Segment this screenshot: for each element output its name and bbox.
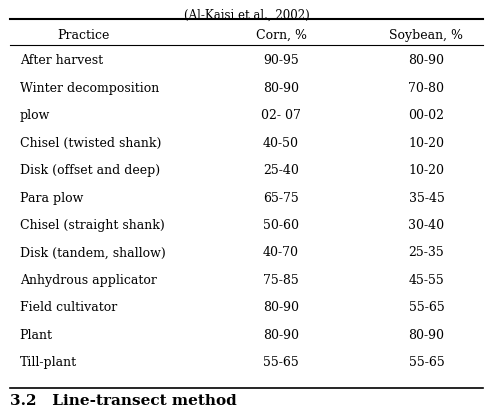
Text: Corn, %: Corn, % xyxy=(255,29,307,42)
Text: plow: plow xyxy=(20,109,50,122)
Text: Winter decomposition: Winter decomposition xyxy=(20,82,159,95)
Text: Practice: Practice xyxy=(58,29,110,42)
Text: 90-95: 90-95 xyxy=(263,54,299,67)
Text: Disk (tandem, shallow): Disk (tandem, shallow) xyxy=(20,247,166,260)
Text: Field cultivator: Field cultivator xyxy=(20,301,117,314)
Text: 45-55: 45-55 xyxy=(409,274,444,287)
Text: Anhydrous applicator: Anhydrous applicator xyxy=(20,274,157,287)
Text: 00-02: 00-02 xyxy=(408,109,445,122)
Text: 10-20: 10-20 xyxy=(408,137,445,150)
Text: Till-plant: Till-plant xyxy=(20,356,77,369)
Text: 55-65: 55-65 xyxy=(263,356,299,369)
Text: 55-65: 55-65 xyxy=(409,356,444,369)
Text: 70-80: 70-80 xyxy=(408,82,445,95)
Text: 80-90: 80-90 xyxy=(408,54,445,67)
Text: 25-35: 25-35 xyxy=(409,247,444,260)
Text: Soybean, %: Soybean, % xyxy=(389,29,463,42)
Text: 80-90: 80-90 xyxy=(263,82,299,95)
Text: Para plow: Para plow xyxy=(20,191,83,204)
Text: 35-45: 35-45 xyxy=(409,191,444,204)
Text: Disk (offset and deep): Disk (offset and deep) xyxy=(20,164,160,177)
Text: 55-65: 55-65 xyxy=(409,301,444,314)
Text: (Al-Kaisi et al., 2002): (Al-Kaisi et al., 2002) xyxy=(183,9,310,22)
Text: Chisel (twisted shank): Chisel (twisted shank) xyxy=(20,137,161,150)
Text: 3.2   Line-transect method: 3.2 Line-transect method xyxy=(10,394,237,408)
Text: 80-90: 80-90 xyxy=(263,301,299,314)
Text: After harvest: After harvest xyxy=(20,54,103,67)
Text: 80-90: 80-90 xyxy=(263,329,299,342)
Text: 40-70: 40-70 xyxy=(263,247,299,260)
Text: 50-60: 50-60 xyxy=(263,219,299,232)
Text: 65-75: 65-75 xyxy=(263,191,299,204)
Text: 02- 07: 02- 07 xyxy=(261,109,301,122)
Text: 75-85: 75-85 xyxy=(263,274,299,287)
Text: 25-40: 25-40 xyxy=(263,164,299,177)
Text: 40-50: 40-50 xyxy=(263,137,299,150)
Text: 80-90: 80-90 xyxy=(408,329,445,342)
Text: 30-40: 30-40 xyxy=(408,219,445,232)
Text: Plant: Plant xyxy=(20,329,53,342)
Text: 10-20: 10-20 xyxy=(408,164,445,177)
Text: Chisel (straight shank): Chisel (straight shank) xyxy=(20,219,165,232)
